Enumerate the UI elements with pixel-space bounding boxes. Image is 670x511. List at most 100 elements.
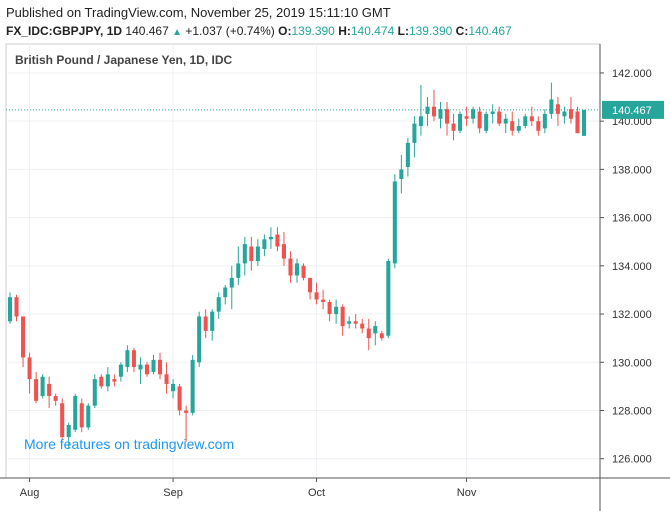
candle-body bbox=[294, 263, 300, 276]
low-label: L: bbox=[397, 24, 409, 38]
chart-title: British Pound / Japanese Yen, 1D, IDC bbox=[15, 53, 233, 67]
candle-body bbox=[568, 109, 573, 119]
symbol-label: FX_IDC:GBPJPY, 1D bbox=[6, 24, 123, 38]
candle-body bbox=[105, 374, 110, 387]
candle-body bbox=[555, 104, 560, 114]
candle-body bbox=[490, 111, 495, 114]
candle-body bbox=[451, 123, 456, 131]
candle-body bbox=[138, 364, 143, 370]
candle-body bbox=[510, 121, 515, 131]
candle-body bbox=[581, 109, 587, 136]
candle-body bbox=[373, 326, 378, 334]
candle-body bbox=[158, 359, 163, 375]
candle-body bbox=[340, 306, 345, 327]
plot-frame bbox=[5, 43, 601, 479]
candle-body bbox=[366, 328, 371, 339]
candle-body bbox=[73, 396, 78, 430]
candle-body bbox=[438, 109, 443, 119]
low-value: 139.390 bbox=[408, 24, 453, 38]
high-label: H: bbox=[338, 24, 351, 38]
open-value: 139.390 bbox=[291, 24, 335, 38]
candle-body bbox=[412, 123, 417, 143]
candle-body bbox=[353, 321, 358, 324]
candle-body bbox=[399, 169, 404, 180]
candle-body bbox=[144, 364, 149, 375]
open-label: O: bbox=[278, 24, 292, 38]
last-price-text: 140.467 bbox=[612, 105, 652, 117]
candle-body bbox=[131, 350, 136, 368]
candle-body bbox=[92, 379, 97, 406]
candle-body bbox=[379, 333, 384, 339]
candle-body bbox=[484, 113, 489, 131]
candle-body bbox=[171, 383, 176, 392]
candle-body bbox=[255, 246, 260, 261]
candle-body bbox=[151, 359, 156, 372]
candle-body bbox=[347, 321, 352, 324]
y-tick-label: 140.000 bbox=[612, 116, 652, 128]
candle-body bbox=[210, 311, 215, 331]
candle-body bbox=[197, 316, 202, 363]
candle-body bbox=[21, 316, 26, 358]
change-arrow-icon: ▲ bbox=[172, 27, 183, 38]
candle-body bbox=[27, 357, 32, 380]
last-price-label: 140.467 bbox=[602, 100, 664, 119]
candle-body bbox=[47, 383, 52, 397]
candle-body bbox=[125, 350, 130, 368]
candle-body bbox=[203, 316, 208, 331]
candle-body bbox=[529, 116, 534, 122]
candle-body bbox=[464, 116, 469, 119]
candle-body bbox=[575, 111, 580, 134]
x-tick-label: Aug bbox=[20, 487, 40, 499]
candle-body bbox=[549, 99, 554, 114]
candle-body bbox=[249, 246, 254, 261]
y-tick-label: 138.000 bbox=[612, 164, 652, 176]
candle-body bbox=[99, 376, 104, 387]
candle-body bbox=[334, 306, 339, 315]
candle-body bbox=[431, 106, 436, 117]
candle-body bbox=[418, 116, 423, 126]
high-value: 140.474 bbox=[350, 24, 395, 38]
candle-body bbox=[275, 234, 280, 247]
candle-body bbox=[216, 297, 221, 312]
candle-body bbox=[425, 106, 430, 114]
candle-body bbox=[301, 265, 306, 278]
y-tick-label: 134.000 bbox=[612, 261, 652, 273]
promo-link[interactable]: More features on tradingview.com bbox=[24, 436, 235, 452]
candle-body bbox=[445, 109, 450, 124]
candles bbox=[7, 82, 587, 450]
candle-body bbox=[386, 261, 391, 336]
candle-body bbox=[86, 405, 91, 428]
x-tick-label: Nov bbox=[457, 487, 477, 499]
y-tick-label: 136.000 bbox=[612, 213, 652, 225]
candle-body bbox=[184, 410, 189, 413]
candle-body bbox=[164, 374, 169, 384]
candle-body bbox=[360, 323, 365, 329]
candle-body bbox=[562, 111, 567, 117]
candle-body bbox=[112, 379, 117, 382]
candle-body bbox=[497, 111, 502, 124]
y-tick-label: 128.000 bbox=[612, 405, 652, 417]
x-tick-label: Oct bbox=[308, 487, 325, 499]
candle-body bbox=[268, 236, 273, 240]
candle-body bbox=[503, 118, 508, 124]
candle-body bbox=[523, 116, 528, 126]
candle-body bbox=[118, 364, 123, 377]
y-tick-label: 126.000 bbox=[612, 454, 652, 466]
published-note: Published on TradingView.com, November 2… bbox=[6, 5, 391, 20]
candle-body bbox=[327, 301, 332, 315]
chart-grid bbox=[5, 43, 601, 479]
candle-body bbox=[53, 396, 58, 401]
last-price-badge bbox=[602, 100, 664, 119]
candle-body bbox=[7, 297, 13, 322]
candle-body bbox=[236, 263, 241, 278]
quote-line: FX_IDC:GBPJPY, 1D 140.467 ▲ +1.037 (+0.7… bbox=[6, 24, 512, 38]
candle-body bbox=[34, 379, 39, 401]
candle-body bbox=[66, 424, 71, 438]
y-tick-label: 130.000 bbox=[612, 357, 652, 369]
candle-body bbox=[177, 386, 182, 411]
candle-body bbox=[262, 239, 267, 249]
candle-body bbox=[471, 109, 476, 119]
candle-body bbox=[542, 113, 547, 129]
last-price: 140.467 bbox=[125, 24, 169, 38]
